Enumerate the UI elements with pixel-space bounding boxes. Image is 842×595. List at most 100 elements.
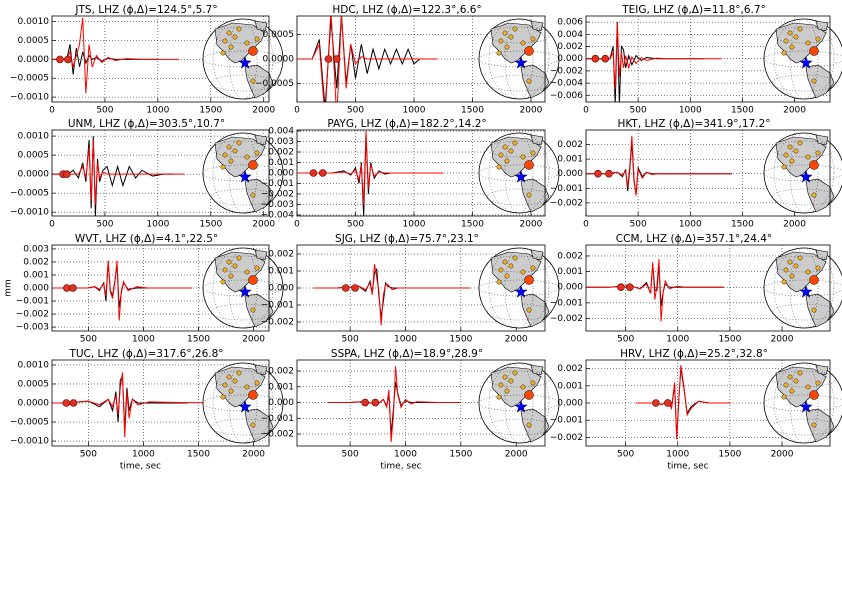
station-marker — [504, 158, 510, 164]
globe-inset — [478, 247, 560, 329]
station-marker — [520, 40, 526, 46]
station-marker — [787, 144, 793, 150]
event-star — [799, 284, 813, 298]
longitude-line — [228, 132, 258, 214]
y-tick-label: 0.000 — [557, 283, 583, 293]
station-marker — [504, 388, 510, 394]
x-tick-label: 500 — [347, 220, 364, 230]
x-tick-label: 0 — [294, 106, 300, 116]
x-tick-label: 2000 — [252, 220, 275, 230]
landmass — [520, 408, 550, 443]
x-tick-label: 2000 — [771, 335, 794, 345]
station-marker — [789, 388, 795, 394]
x-tick-label: 1500 — [199, 106, 222, 116]
x-tick-label: 500 — [96, 220, 113, 230]
x-tick-label: 1500 — [718, 335, 741, 345]
x-tick-label: 2000 — [783, 106, 806, 116]
y-tick-label: 0.001 — [557, 267, 583, 277]
latitude-line — [486, 188, 552, 206]
latitude-line — [771, 188, 837, 206]
station-marker — [232, 34, 238, 40]
station-marker — [811, 422, 817, 428]
station-marker — [232, 148, 238, 154]
trace-group — [52, 260, 192, 321]
x-tick-label: 2000 — [242, 335, 265, 345]
station-marker — [781, 394, 787, 400]
y-tick-label: −0.0010 — [10, 437, 49, 447]
event-star — [238, 169, 252, 183]
globe-inset — [202, 18, 284, 100]
axes-frame — [296, 15, 546, 103]
station-marker — [787, 30, 793, 36]
latitude-line — [771, 74, 837, 92]
subplot-title: HDC, LHZ (ϕ,Δ)=122.3°,6.6° — [332, 4, 481, 16]
y-tick-label: 0.002 — [268, 250, 294, 260]
x-tick-label: 1000 — [394, 335, 417, 345]
station-marker — [226, 259, 232, 265]
landmass — [254, 20, 268, 32]
target-station — [809, 275, 819, 285]
latitude-line — [210, 74, 276, 92]
landmass-group — [202, 247, 284, 329]
longitude-line — [773, 247, 835, 329]
x-tick-label: 1500 — [731, 106, 754, 116]
latitude-line — [478, 394, 560, 412]
y-tick-label: 0.0000 — [18, 399, 50, 409]
globe-inset — [478, 132, 560, 214]
x-tick-label: 500 — [342, 335, 359, 345]
subplot: 0 500 1000 1500 2000 −0.002 −0.001 0.000 0.001 0.… — [550, 118, 842, 230]
trace-group — [636, 365, 730, 440]
station-marker — [236, 140, 242, 146]
y-tick-label: 0.004 — [557, 30, 583, 40]
station-marker — [783, 267, 789, 273]
y-tick-label: −0.002 — [550, 66, 583, 76]
longitude-line — [773, 362, 835, 444]
landmass — [815, 20, 829, 32]
station-marker — [783, 152, 789, 158]
y-tick-label: −0.002 — [261, 189, 294, 199]
y-tick-label: −0.001 — [550, 416, 583, 426]
event-star — [238, 55, 252, 69]
waveform — [52, 372, 254, 438]
latitude-line — [210, 26, 276, 44]
landmass-group — [763, 247, 842, 329]
station-marker — [498, 152, 504, 158]
station-marker — [783, 38, 789, 44]
event-star — [799, 55, 813, 69]
station-marker — [228, 388, 234, 394]
x-tick-label: 500 — [347, 106, 364, 116]
landmass — [815, 249, 829, 261]
latitude-line — [486, 140, 552, 158]
landmass-group — [478, 247, 560, 329]
subplot: 0 500 1000 1500 2000 −0.0010 −0.0005 0.0000 0.00… — [10, 4, 284, 116]
station-marker — [222, 267, 228, 273]
station-marker — [797, 26, 803, 32]
y-tick-label: 0.000 — [557, 169, 583, 179]
latitude-line — [202, 279, 284, 297]
trace-group — [313, 264, 470, 326]
station-marker — [793, 263, 799, 269]
x-tick-label: 2000 — [252, 106, 275, 116]
station-marker — [805, 40, 811, 46]
phase-pick — [69, 284, 77, 292]
phase-pick — [601, 54, 610, 63]
station-marker — [244, 269, 250, 275]
y-tick-label: 0.000 — [23, 284, 49, 294]
target-station — [248, 275, 258, 285]
axes-frame — [585, 129, 831, 217]
globe-inset — [202, 247, 284, 329]
x-tick-label: 2000 — [520, 106, 543, 116]
y-tick-label: −0.002 — [16, 310, 49, 320]
station-marker — [793, 148, 799, 154]
latitude-line — [486, 255, 552, 273]
latitude-line — [771, 418, 837, 436]
y-tick-label: 0.0010 — [18, 360, 50, 370]
latitude-line — [486, 418, 552, 436]
landmass — [254, 134, 268, 146]
x-tick-label: 2000 — [505, 450, 528, 460]
target-station — [809, 390, 819, 400]
y-tick-label: 0.000 — [268, 398, 294, 408]
x-tick-label: 2000 — [242, 450, 265, 460]
target-station — [524, 390, 534, 400]
longitude-line — [773, 18, 835, 100]
